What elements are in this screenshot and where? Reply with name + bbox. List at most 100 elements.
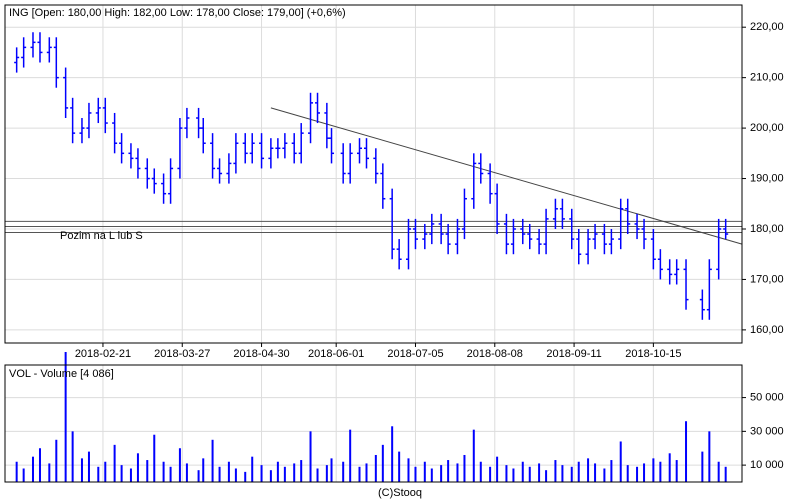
volume-bar	[185, 463, 188, 482]
volume-bar	[15, 461, 18, 482]
volume-bar	[626, 465, 629, 482]
y-tick-label: 160,00	[750, 324, 784, 336]
volume-bar	[398, 451, 401, 482]
volume-bar	[717, 461, 720, 482]
volume-bar	[724, 466, 727, 482]
source: (C)Stooq	[378, 487, 422, 499]
volume-bar	[234, 468, 237, 482]
volume-bar	[178, 448, 181, 482]
volume-bar	[293, 463, 296, 482]
y-tick-label: 190,00	[750, 172, 784, 184]
volume-bar	[463, 454, 466, 482]
x-tick-label: 2018-08-08	[467, 348, 523, 360]
volume-bar	[153, 434, 156, 482]
volume-bar	[391, 426, 394, 482]
volume-bar	[55, 439, 58, 482]
volume-bar	[528, 466, 531, 482]
volume-bar	[202, 458, 205, 482]
x-tick-label: 2018-02-21	[75, 348, 131, 360]
panel-title: VOL - Volume [4 086]	[9, 368, 114, 380]
volume-bar	[120, 465, 123, 482]
volume-bar	[587, 458, 590, 482]
volume-bar	[197, 470, 200, 482]
volume-bar	[276, 461, 279, 482]
volume-bar	[472, 429, 475, 482]
volume-bar	[685, 421, 688, 482]
volume-bar	[300, 460, 303, 482]
volume-bar	[374, 454, 377, 482]
x-tick-label: 2018-04-30	[233, 348, 289, 360]
volume-bar	[668, 453, 671, 482]
volume-bar	[227, 461, 230, 482]
plot-frame	[4, 364, 743, 483]
volume-bar	[505, 465, 508, 482]
volume-bar	[269, 470, 272, 482]
volume-bar	[283, 466, 286, 482]
volume-bar	[71, 431, 74, 482]
x-tick-label: 2018-06-01	[308, 348, 364, 360]
volume-bar	[330, 458, 333, 482]
volume-bar	[447, 460, 450, 482]
y-tick-label: 220,00	[750, 21, 784, 33]
volume-bar	[129, 468, 132, 482]
volume-bar	[38, 448, 41, 482]
volume-bar	[251, 456, 254, 482]
volume-bar	[316, 468, 319, 482]
volume-bar	[675, 460, 678, 482]
volume-bar	[244, 471, 247, 482]
y-tick-label: 170,00	[750, 273, 784, 285]
volume-bar	[113, 444, 116, 482]
volume-bar	[97, 466, 100, 482]
volume-bar	[521, 461, 524, 482]
volume-bar	[218, 466, 221, 482]
volume-bar	[136, 453, 139, 482]
volume-bar	[440, 465, 443, 482]
volume-bar	[512, 468, 515, 482]
volume-bar	[423, 461, 426, 482]
volume-bar	[708, 431, 711, 482]
volume-bar	[22, 468, 25, 482]
volume-bar	[538, 463, 541, 482]
volume-bar	[489, 466, 492, 482]
volume-bar	[610, 460, 613, 482]
plot-frame	[4, 4, 743, 344]
volume-bar	[48, 463, 51, 482]
volume-bar	[701, 451, 704, 482]
volume-bar	[479, 461, 482, 482]
volume-bar	[64, 352, 67, 482]
trend-line	[270, 107, 743, 245]
x-tick-label: 2018-09-11	[546, 348, 601, 360]
volume-bar	[309, 431, 312, 482]
y-tick-label: 50 000	[750, 391, 784, 403]
annotation: Pozim na L lub S	[60, 230, 143, 242]
volume-bar	[659, 461, 662, 482]
volume-bar	[619, 441, 622, 482]
volume-bar	[577, 461, 580, 482]
volume-bar	[211, 439, 214, 482]
volume-bar	[414, 466, 417, 482]
volume-bar	[87, 451, 90, 482]
volume-bar	[31, 456, 34, 482]
volume-bar	[169, 466, 172, 482]
volume-bar	[496, 456, 499, 482]
volume-bar	[643, 463, 646, 482]
volume-bar	[554, 460, 557, 482]
volume-bar	[430, 468, 433, 482]
volume-bar	[652, 458, 655, 482]
x-tick-label: 2018-03-27	[154, 348, 210, 360]
volume-bar	[570, 466, 573, 482]
volume-bar	[603, 468, 606, 482]
volume-bar	[260, 465, 263, 482]
x-tick-label: 2018-10-15	[625, 348, 681, 360]
y-tick-label: 200,00	[750, 122, 784, 134]
volume-bar	[636, 466, 639, 482]
y-tick-label: 30 000	[750, 425, 784, 437]
volume-bar	[365, 463, 368, 482]
volume-bar	[80, 458, 83, 482]
volume-bar	[381, 444, 384, 482]
volume-bar	[358, 466, 361, 482]
volume-bar	[146, 460, 149, 482]
y-tick-label: 180,00	[750, 223, 784, 235]
